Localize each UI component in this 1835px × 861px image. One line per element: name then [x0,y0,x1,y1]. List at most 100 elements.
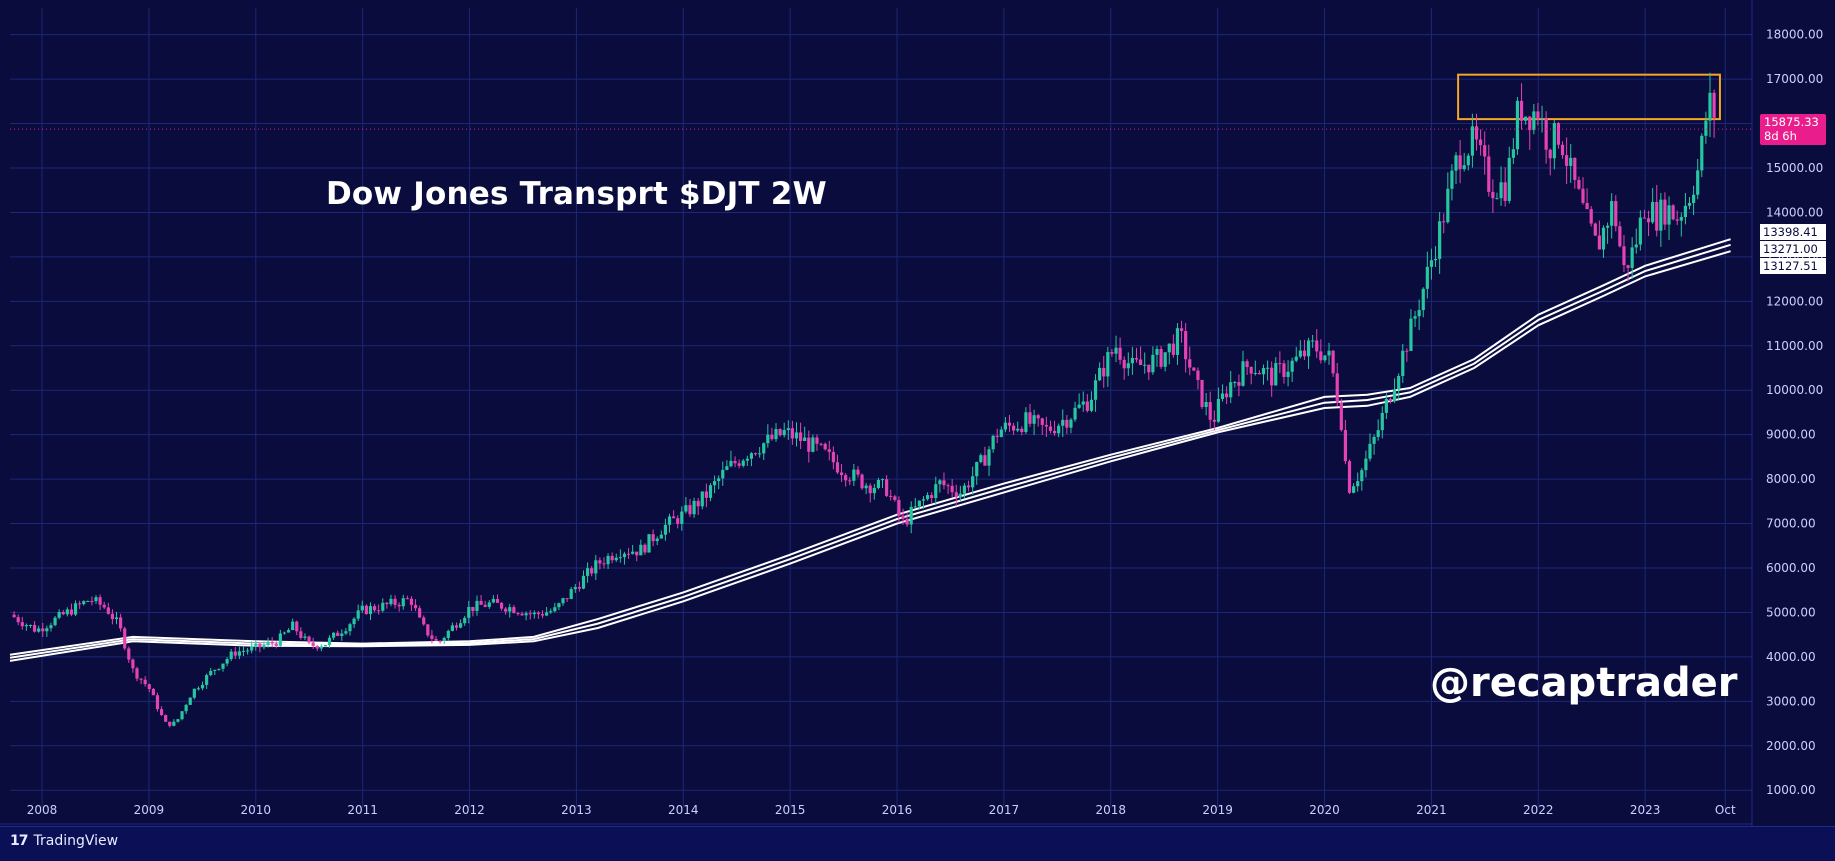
candle-body [954,492,958,498]
y-tick-label: 12000.00 [1766,294,1823,308]
candle-body [1151,354,1155,373]
candle-body [245,650,250,652]
candle-body [446,630,450,638]
candle-body [1376,430,1380,437]
candle-body [1708,92,1712,121]
candle-body [1532,111,1536,131]
candle-body [221,663,225,669]
candle-body [278,633,282,646]
candle-body [1454,155,1458,171]
candle-body [434,638,438,641]
candle-body [594,560,598,574]
candle-body [1700,135,1704,171]
candle-body [471,606,475,612]
y-tick-label: 10000.00 [1766,383,1823,397]
bar-countdown: 8d 6h [1764,129,1797,143]
candle-body [1667,205,1671,225]
candle-body [602,563,606,565]
candle-body [258,643,262,648]
candle-body [925,495,930,500]
tradingview-logo[interactable]: 17 TradingView [10,833,118,849]
candle-body [1032,415,1036,424]
candle-body [1507,157,1511,201]
candle-body [864,485,868,489]
candle-body [180,711,184,720]
candle-body [250,646,254,651]
candle-body [1712,92,1716,118]
candle-body [979,455,983,463]
candle-body [1270,367,1274,386]
candle-body [1110,352,1114,354]
candle-body [819,443,823,445]
candle-body [1126,363,1130,369]
candle-body [1458,155,1462,170]
candle-body [1397,376,1401,390]
candle-body [897,500,901,516]
candle-body [1212,419,1216,422]
candle-body [409,598,414,605]
candle-body [1511,149,1515,158]
ma-value-tag: 13127.51 [1760,258,1826,274]
candle-body [262,644,266,648]
candle-body [1536,111,1540,120]
candle-body [598,560,602,564]
candle-body [1528,116,1532,131]
candle-body [577,587,581,589]
candle-body [1024,412,1028,433]
candle-body [1237,382,1241,386]
candle-body [495,598,500,603]
candle-body [1655,201,1659,231]
candle-body [1265,367,1270,369]
candle-body [1282,363,1286,377]
candle-body [176,719,180,722]
candle-body [123,628,127,649]
candle-body [82,601,86,605]
candle-body [876,479,881,488]
x-tick-label: 2011 [347,803,378,817]
candle-body [24,625,28,627]
candle-body [1671,205,1675,220]
candle-body [114,617,119,620]
candle-body [147,684,151,689]
candle-body [1569,157,1573,166]
candle-body [57,611,61,618]
candle-body [913,506,917,508]
candle-body [1438,221,1442,259]
candle-body [1483,145,1487,157]
candle-body [454,625,459,628]
candle-body [184,704,188,712]
candle-body [233,651,237,656]
candle-body [356,610,360,619]
candle-body [1470,126,1475,156]
candle-body [790,428,795,439]
candle-body [565,598,569,600]
candle-body [188,697,192,705]
candle-body [839,472,844,476]
candle-body [1274,363,1278,386]
candle-body [422,617,426,625]
candle-body [73,603,78,615]
moving-average-line [9,250,1731,662]
candle-body [37,628,41,632]
candle-body [934,484,938,499]
candle-body [762,443,766,454]
candle-body [1159,348,1163,367]
candle-body [1073,407,1077,420]
candle-body [1433,258,1438,261]
candle-body [1253,372,1257,374]
x-tick-label: 2013 [561,803,592,817]
price-chart[interactable]: 1000.00 2000.00 3000.00 4000.00 5000.00 6000.… [0,0,1835,826]
candle-body [712,481,717,486]
x-tick-label: Oct [1715,803,1736,817]
candle-body [1421,288,1425,311]
candle-body [1474,126,1479,140]
x-tick-label: 2023 [1630,803,1661,817]
candle-body [581,575,586,589]
x-tick-label: 2014 [668,803,699,817]
candle-body [524,613,528,616]
candle-body [1069,419,1073,428]
candle-body [159,709,164,716]
candle-body [1007,422,1012,426]
candle-body [1315,340,1319,352]
candle-body [1016,428,1020,431]
